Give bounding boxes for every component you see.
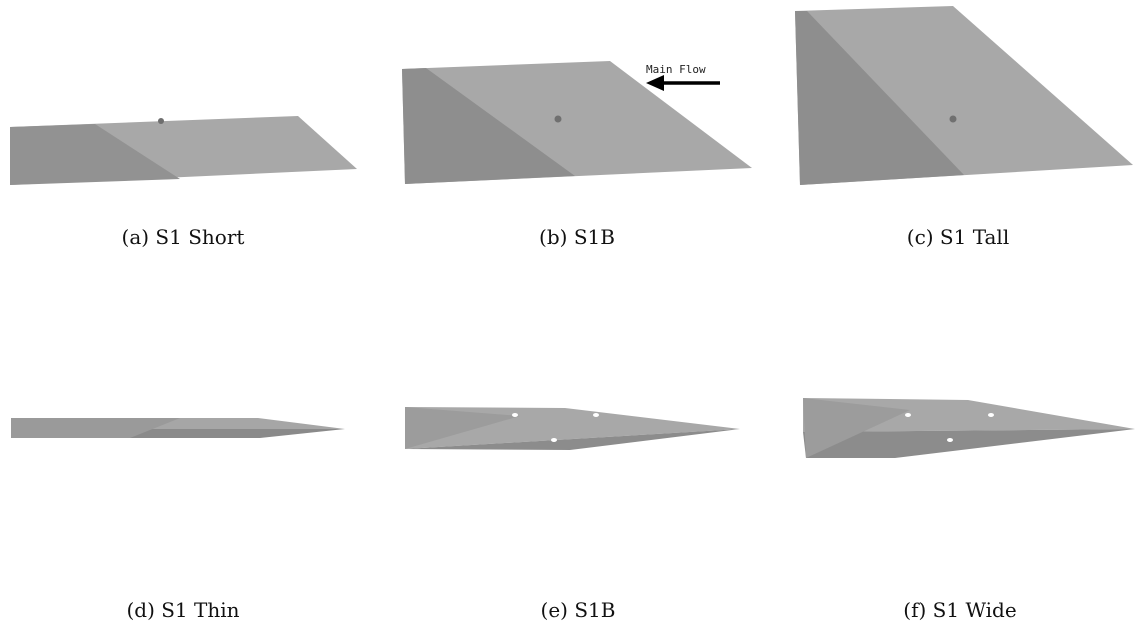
panel-f-side-face bbox=[803, 398, 910, 458]
caption-b: (b) S1B bbox=[539, 225, 615, 249]
main-flow-arrowhead bbox=[646, 75, 664, 91]
panel-c-shape bbox=[795, 6, 1133, 185]
caption-d: (d) S1 Thin bbox=[126, 598, 240, 622]
panel-f-upper-face bbox=[803, 398, 1135, 432]
panel-e-marker-1 bbox=[512, 413, 518, 417]
panel-e-shape bbox=[405, 407, 740, 450]
panel-f-lower-face bbox=[803, 429, 1135, 458]
panel-e-marker-3 bbox=[551, 438, 557, 442]
panel-a-shape bbox=[10, 116, 357, 185]
panel-d-shape bbox=[11, 418, 345, 438]
panel-b-shaded-face bbox=[402, 68, 575, 184]
caption-a: (a) S1 Short bbox=[121, 225, 245, 249]
panel-f-marker-2 bbox=[988, 413, 994, 417]
panel-e-side-face bbox=[405, 407, 520, 449]
main-flow-label: Main Flow bbox=[646, 63, 706, 76]
panel-b-shape bbox=[402, 61, 752, 184]
panel-e-marker-2 bbox=[593, 413, 599, 417]
panel-f-shape bbox=[803, 398, 1135, 458]
panel-e-lower-face bbox=[405, 429, 740, 450]
panel-f-marker-1 bbox=[905, 413, 911, 417]
panel-a-probe-marker bbox=[158, 118, 164, 124]
panel-d-side-face bbox=[11, 418, 180, 438]
caption-f: (f) S1 Wide bbox=[903, 598, 1017, 622]
panel-c-probe-marker bbox=[949, 115, 957, 123]
panel-b-probe-marker bbox=[554, 115, 562, 123]
panel-f-marker-3 bbox=[947, 438, 953, 442]
caption-c: (c) S1 Tall bbox=[906, 225, 1010, 249]
panel-c-shaded-face bbox=[795, 11, 964, 185]
panel-a-shaded-face bbox=[10, 124, 180, 185]
main-flow-annotation: Main Flow bbox=[646, 63, 720, 91]
caption-e: (e) S1B bbox=[540, 598, 616, 622]
